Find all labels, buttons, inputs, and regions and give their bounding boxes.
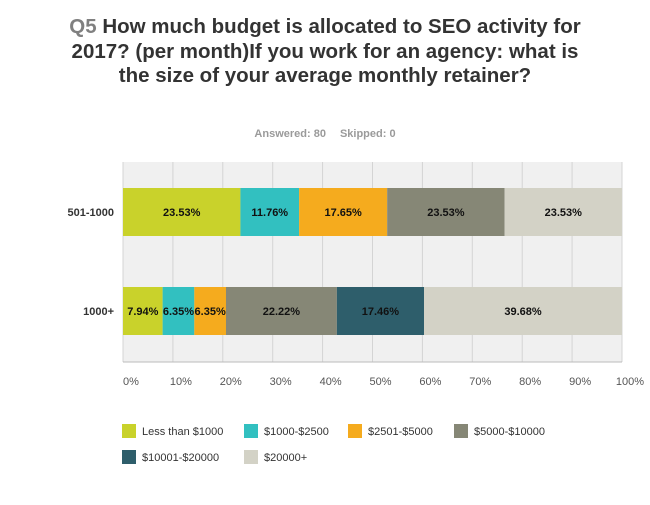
x-tick-label: 20% — [220, 376, 242, 388]
x-tick-label: 80% — [519, 376, 541, 388]
bar-segment — [423, 287, 622, 335]
legend-label: $10001-$20000 — [142, 452, 219, 464]
bar-segment — [123, 188, 241, 236]
x-tick-label: 100% — [616, 376, 644, 388]
bar-segment — [194, 287, 226, 335]
legend-label: $2501-$5000 — [368, 426, 433, 438]
x-tick-label: 0% — [123, 376, 139, 388]
x-tick-label: 70% — [469, 376, 491, 388]
legend-swatch — [244, 424, 258, 438]
legend-swatch — [244, 450, 258, 464]
legend-label: Less than $1000 — [142, 426, 223, 438]
data-label: 11.76% — [251, 207, 288, 219]
data-label: 23.53% — [163, 207, 201, 219]
data-label: 23.53% — [427, 207, 465, 219]
data-label: 6.35% — [195, 306, 226, 318]
legend-swatch — [348, 424, 362, 438]
x-tick-label: 60% — [419, 376, 441, 388]
x-tick-label: 30% — [270, 376, 292, 388]
x-tick-label: 90% — [569, 376, 591, 388]
legend-label: $5000-$10000 — [474, 426, 545, 438]
response-summary: Answered: 80 Skipped: 0 — [0, 128, 650, 140]
legend-swatch — [122, 424, 136, 438]
question-number: Q5 — [69, 15, 97, 38]
x-tick-label: 40% — [320, 376, 342, 388]
bar-segment — [387, 188, 505, 236]
skipped-count: Skipped: 0 — [339, 128, 396, 140]
data-label: 7.94% — [127, 306, 158, 318]
y-category-label: 1000+ — [83, 306, 114, 318]
data-label: 23.53% — [545, 207, 583, 219]
legend-label: $20000+ — [264, 452, 307, 464]
bar-segment — [299, 188, 388, 236]
chart-title: Q5 How much budget is allocated to SEO a… — [60, 15, 590, 89]
data-label: 17.65% — [324, 207, 362, 219]
data-label: 39.68% — [504, 306, 542, 318]
bar-segment — [240, 188, 300, 236]
x-tick-label: 10% — [170, 376, 192, 388]
bar-segment — [336, 287, 424, 335]
bar-segment — [162, 287, 195, 335]
question-text: How much budget is allocated to SEO acti… — [71, 15, 581, 87]
x-tick-label: 50% — [369, 376, 391, 388]
legend-swatch — [122, 450, 136, 464]
data-label: 6.35% — [163, 306, 194, 318]
y-category-label: 501-1000 — [68, 207, 115, 219]
legend-label: $1000-$2500 — [264, 426, 329, 438]
data-label: 17.46% — [362, 306, 400, 318]
bar-segment — [504, 188, 622, 236]
bar-segment — [225, 287, 337, 335]
data-label: 22.22% — [263, 306, 301, 318]
answered-count: Answered: 80 — [254, 128, 326, 140]
legend-swatch — [454, 424, 468, 438]
bar-segment — [123, 287, 163, 335]
